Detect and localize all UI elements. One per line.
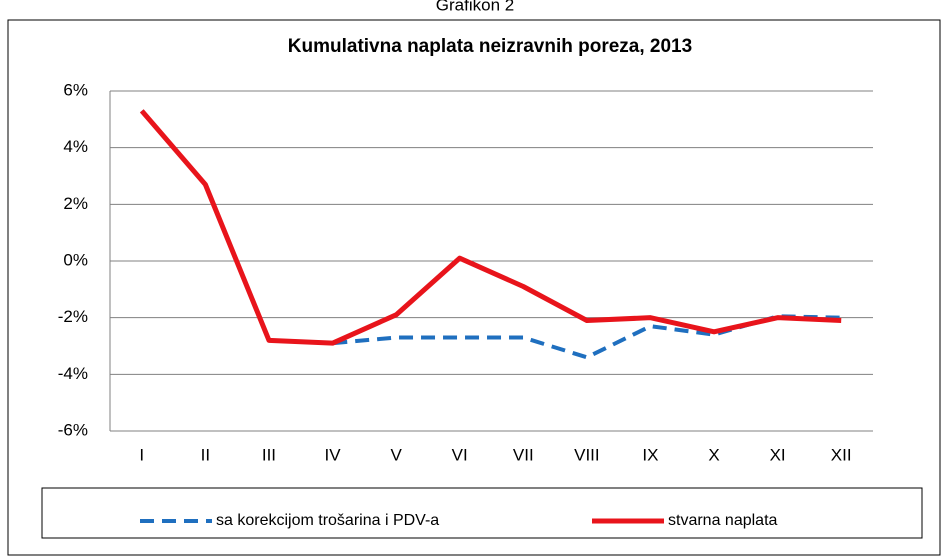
- x-tick-label: II: [201, 445, 210, 464]
- x-tick-label: IX: [642, 445, 658, 464]
- y-tick-label: -6%: [58, 420, 88, 439]
- legend-label: sa korekcijom trošarina i PDV-a: [216, 512, 439, 529]
- x-tick-label: VIII: [574, 445, 600, 464]
- x-tick-label: VI: [452, 445, 468, 464]
- x-tick-label: I: [139, 445, 144, 464]
- x-tick-label: X: [708, 445, 719, 464]
- x-tick-label: XI: [770, 445, 786, 464]
- legend-box: [41, 487, 923, 539]
- x-tick-label: VII: [513, 445, 534, 464]
- y-tick-label: 6%: [63, 80, 88, 99]
- series-line: [139, 109, 842, 346]
- figure-label: Grafikon 2: [436, 0, 514, 14]
- y-tick-label: 4%: [63, 137, 88, 156]
- x-tick-label: V: [390, 445, 402, 464]
- x-tick-label: XII: [831, 445, 852, 464]
- legend-label: stvarna naplata: [668, 512, 778, 529]
- y-tick-label: 0%: [63, 250, 88, 269]
- x-tick-label: IV: [325, 445, 342, 464]
- y-tick-label: 2%: [63, 194, 88, 213]
- chart-title: Kumulativna naplata neizravnih poreza, 2…: [288, 36, 692, 57]
- y-tick-label: -4%: [58, 364, 88, 383]
- chart-frame: [7, 19, 941, 556]
- y-tick-label: -2%: [58, 307, 88, 326]
- x-tick-label: III: [262, 445, 276, 464]
